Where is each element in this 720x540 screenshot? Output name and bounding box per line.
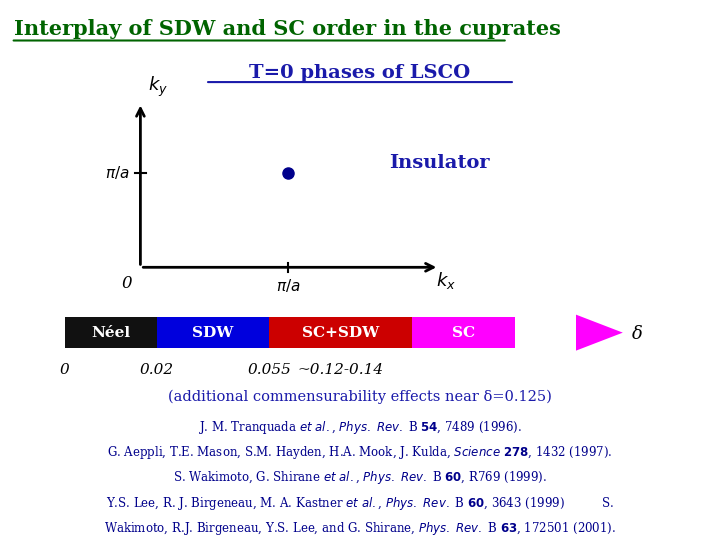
Text: 0: 0 bbox=[60, 363, 70, 377]
Text: G. Aeppli, T.E. Mason, S.M. Hayden, H.A. Mook, J. Kulda, $Science$ $\mathbf{278}: G. Aeppli, T.E. Mason, S.M. Hayden, H.A.… bbox=[107, 444, 613, 461]
Text: $\pi/a$: $\pi/a$ bbox=[105, 164, 130, 181]
Text: 0.02: 0.02 bbox=[140, 363, 174, 377]
Text: S. Wakimoto, G. Shirane $et\ al.$, $Phys.\ Rev.$ B $\mathbf{60}$, R769 (1999).: S. Wakimoto, G. Shirane $et\ al.$, $Phys… bbox=[173, 469, 547, 486]
Text: SC+SDW: SC+SDW bbox=[302, 326, 379, 340]
Bar bbox=[413, 317, 515, 348]
Text: SDW: SDW bbox=[192, 326, 234, 340]
FancyArrow shape bbox=[576, 315, 623, 350]
Text: T=0 phases of LSCO: T=0 phases of LSCO bbox=[249, 64, 471, 82]
Bar bbox=[269, 317, 413, 348]
Bar bbox=[65, 317, 157, 348]
Text: Y.S. Lee, R. J. Birgeneau, M. A. Kastner $et\ al.$, $Phys.\ Rev.$ B $\mathbf{60}: Y.S. Lee, R. J. Birgeneau, M. A. Kastner… bbox=[106, 495, 614, 511]
Text: Wakimoto, R.J. Birgeneau, Y.S. Lee, and G. Shirane, $Phys.\ Rev.$ B $\mathbf{63}: Wakimoto, R.J. Birgeneau, Y.S. Lee, and … bbox=[104, 520, 616, 537]
Text: (additional commensurability effects near δ=0.125): (additional commensurability effects nea… bbox=[168, 390, 552, 404]
Text: Interplay of SDW and SC order in the cuprates: Interplay of SDW and SC order in the cup… bbox=[14, 19, 562, 39]
Text: Insulator: Insulator bbox=[389, 154, 490, 172]
Text: 0.055: 0.055 bbox=[248, 363, 291, 377]
Text: $k_y$: $k_y$ bbox=[148, 75, 168, 99]
Text: Néel: Néel bbox=[91, 326, 130, 340]
Text: $k_x$: $k_x$ bbox=[436, 270, 456, 291]
Text: J. M. Tranquada $et\ al.$, $Phys.\ Rev.$ B $\mathbf{54}$, 7489 (1996).: J. M. Tranquada $et\ al.$, $Phys.\ Rev.$… bbox=[198, 418, 522, 435]
Text: SC: SC bbox=[452, 326, 475, 340]
Text: ~0.12-0.14: ~0.12-0.14 bbox=[298, 363, 384, 377]
Text: δ: δ bbox=[631, 325, 642, 343]
Bar bbox=[157, 317, 269, 348]
Text: 0: 0 bbox=[121, 275, 132, 292]
Text: $\pi/a$: $\pi/a$ bbox=[276, 277, 300, 294]
